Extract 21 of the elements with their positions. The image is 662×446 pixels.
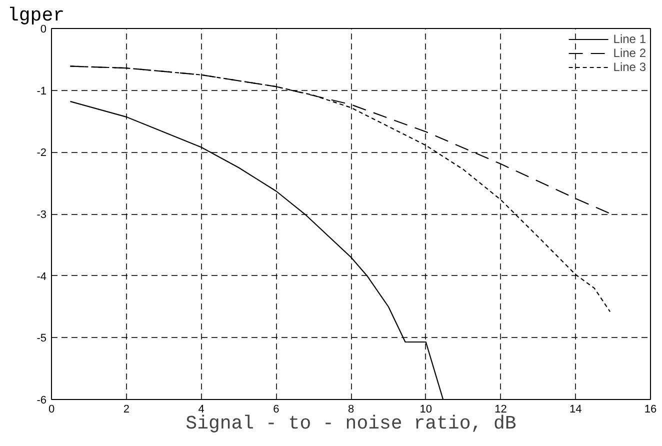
x-tick-label: 6 [273,404,280,416]
x-tick-label: 14 [570,404,582,416]
legend-label: Line 2 [613,46,646,60]
x-tick-label: 16 [644,404,657,416]
y-tick-label: -1 [36,85,46,98]
x-axis-title: Signal - to - noise ratio, dB [186,412,516,434]
y-tick-label: -6 [36,394,46,406]
legend-label: Line 3 [613,60,646,74]
y-tick-label: -3 [36,209,46,221]
y-tick-label: 0 [40,24,47,36]
y-tick-label: -5 [36,332,46,345]
y-tick-label: -2 [36,147,46,160]
x-tick-label: 0 [48,404,55,416]
legend-label: Line 1 [613,32,646,46]
y-tick-label: -4 [36,270,46,283]
x-tick-label: 10 [420,404,432,416]
y-axis-title: lgper [8,4,65,26]
x-tick-label: 2 [123,404,130,416]
x-tick-label: 8 [348,404,354,416]
x-tick-label: 12 [494,404,507,416]
x-tick-label: 4 [198,404,204,416]
